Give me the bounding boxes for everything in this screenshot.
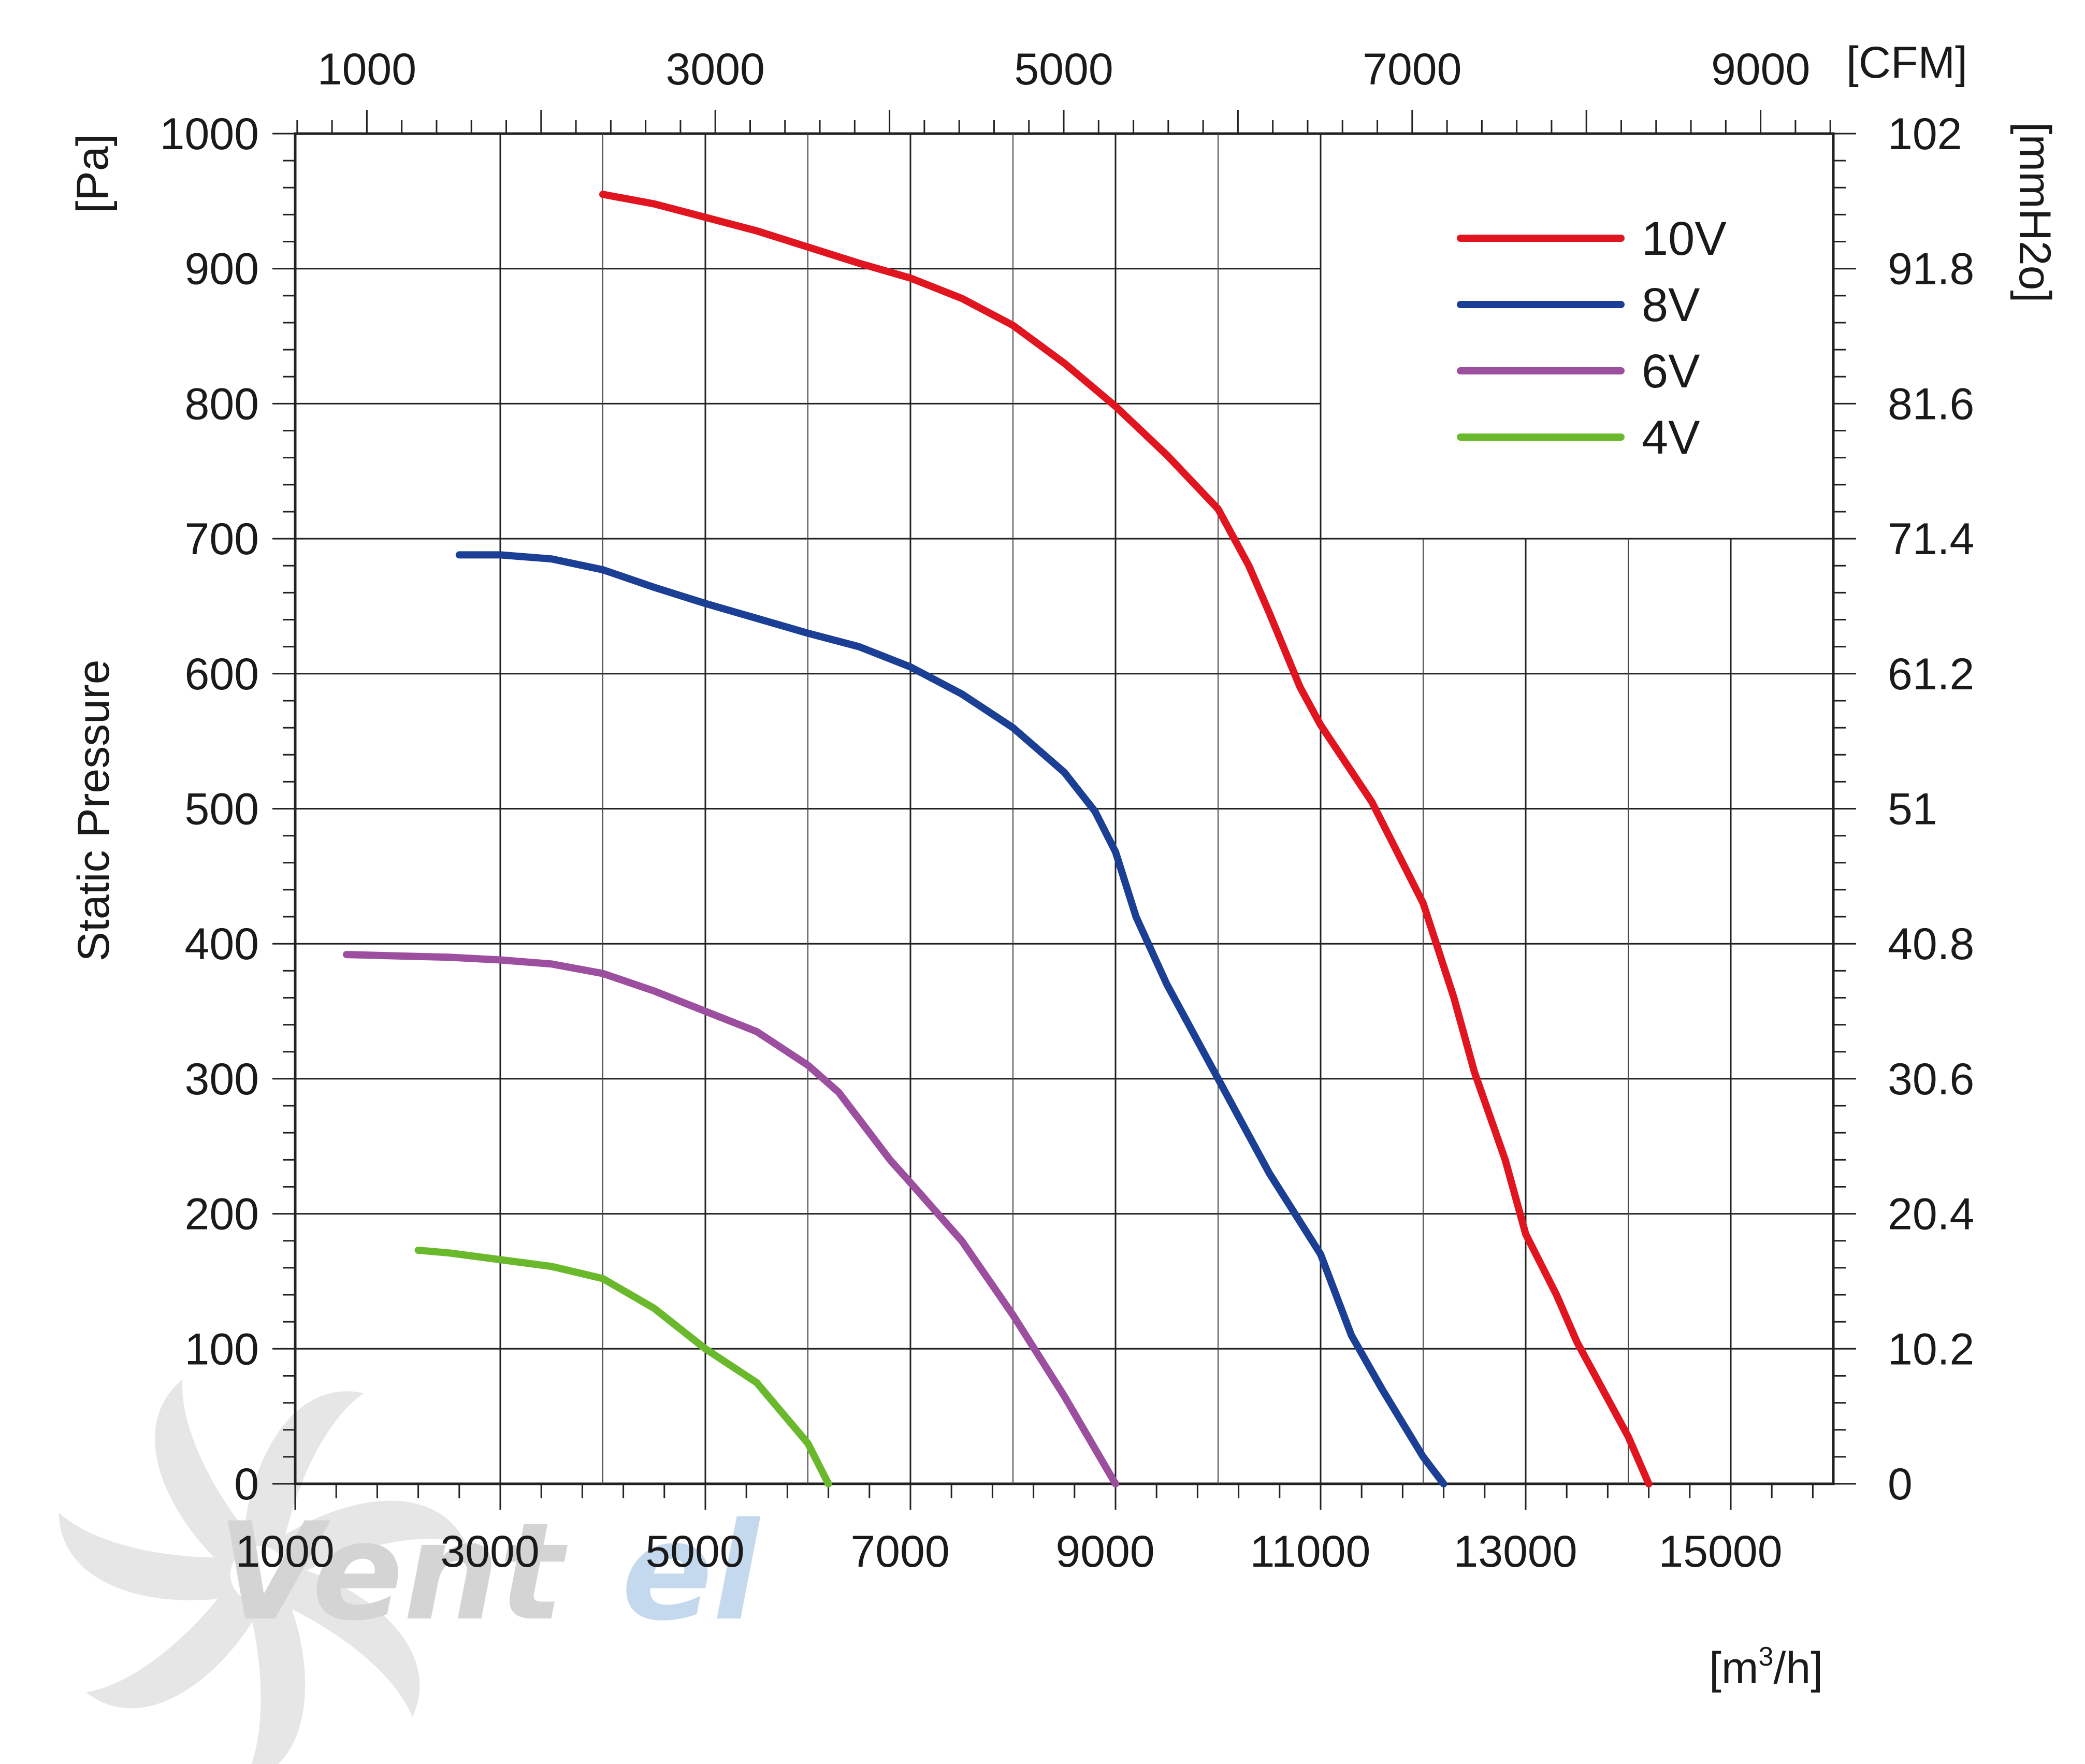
y-right-tick-label: 51 — [1888, 785, 1937, 834]
x-unit-top: [CFM] — [1846, 38, 1967, 88]
x-top-tick-label: 3000 — [666, 45, 765, 94]
y-left-tick-label: 0 — [234, 1459, 259, 1509]
y-unit-left: [Pa] — [68, 134, 118, 213]
fan-blade — [155, 1379, 265, 1579]
minor-ticks — [272, 110, 1856, 1510]
x-top-tick-label: 1000 — [317, 45, 416, 94]
series-line-6V — [343, 951, 1119, 1487]
legend-label-8V: 8V — [1642, 279, 1700, 331]
tick-labels: 0 100 200 300 400 500 600 700 800 900 1000 0 10.2 20.… — [160, 45, 1975, 1577]
fan-blade — [259, 1500, 466, 1585]
y-right-tick-label: 10.2 — [1888, 1324, 1974, 1374]
x-bottom-tick-label: 5000 — [645, 1527, 744, 1577]
fan-blade — [59, 1512, 250, 1600]
fan-blade — [243, 1579, 306, 1764]
y-left-tick-label: 1000 — [160, 109, 259, 159]
series-line-10V — [599, 191, 1653, 1487]
legend-label-10V: 10V — [1642, 212, 1727, 265]
y-right-tick-label: 61.2 — [1888, 649, 1974, 699]
y-axis-title: Static Pressure — [69, 659, 119, 961]
x-unit-bottom-suffix: /h] — [1773, 1643, 1823, 1693]
y-right-tick-label: 30.6 — [1888, 1054, 1974, 1104]
x-unit-bottom-prefix: [m — [1709, 1643, 1759, 1693]
x-bottom-tick-label: 7000 — [850, 1527, 949, 1577]
fan-blade — [264, 1561, 420, 1717]
watermark-text-el: el — [621, 1494, 761, 1651]
watermark-text-vent: Vent — [218, 1494, 569, 1651]
y-left-tick-label: 100 — [185, 1324, 259, 1374]
watermark-fan-icon — [59, 1379, 466, 1764]
series-line-4V — [414, 1247, 832, 1487]
y-right-tick-label: 91.8 — [1888, 244, 1974, 294]
watermark: Vent el — [59, 1379, 761, 1764]
y-left-tick-label: 300 — [185, 1054, 259, 1104]
x-top-tick-label: 5000 — [1014, 45, 1113, 94]
y-right-tick-label: 0 — [1888, 1459, 1913, 1509]
y-left-tick-label: 500 — [185, 785, 259, 834]
y-unit-right: [mmH2o] — [2010, 122, 2060, 303]
x-unit-bottom: [m3/h] — [1709, 1642, 1823, 1693]
x-bottom-tick-label: 13000 — [1453, 1527, 1577, 1577]
y-left-tick-label: 800 — [185, 379, 259, 429]
y-right-tick-label: 40.8 — [1888, 919, 1974, 969]
fan-hub — [230, 1546, 287, 1603]
x-bottom-tick-label: 1000 — [235, 1527, 334, 1577]
legend-label-4V: 4V — [1642, 411, 1700, 464]
x-bottom-tick-label: 11000 — [1250, 1527, 1371, 1577]
y-right-tick-label: 81.6 — [1888, 379, 1974, 429]
x-bottom-tick-label: 15000 — [1658, 1527, 1782, 1577]
y-left-tick-label: 200 — [185, 1190, 259, 1239]
legend: 10V 8V 6V 4V — [1457, 212, 1727, 464]
x-unit-bottom-sup: 3 — [1759, 1642, 1774, 1672]
y-left-tick-label: 600 — [185, 649, 259, 699]
y-left-tick-label: 700 — [185, 514, 259, 564]
series-line-8V — [455, 551, 1447, 1487]
series-layer — [343, 191, 1653, 1487]
grid — [295, 134, 1833, 1484]
x-bottom-tick-label: 9000 — [1055, 1527, 1154, 1577]
x-bottom-tick-label: 3000 — [440, 1527, 539, 1577]
y-left-tick-label: 900 — [185, 244, 259, 294]
y-right-tick-label: 102 — [1888, 109, 1962, 159]
x-top-tick-label: 9000 — [1711, 45, 1810, 94]
fan-blade — [242, 1391, 364, 1565]
y-right-tick-label: 71.4 — [1888, 514, 1974, 564]
x-top-tick-label: 7000 — [1363, 45, 1461, 94]
y-left-tick-label: 400 — [185, 919, 259, 969]
legend-label-6V: 6V — [1642, 345, 1700, 398]
fan-blade — [85, 1574, 268, 1709]
y-right-tick-label: 20.4 — [1888, 1190, 1974, 1239]
